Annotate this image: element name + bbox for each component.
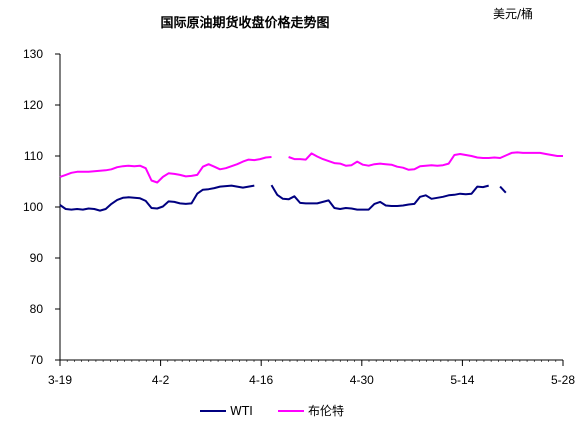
unit-label: 美元/桶 bbox=[493, 6, 533, 21]
series-line-brent bbox=[288, 151, 563, 171]
y-tick-label: 110 bbox=[24, 149, 43, 163]
x-tick-label: 4-30 bbox=[350, 373, 374, 387]
y-tick-label: 80 bbox=[30, 302, 44, 316]
legend-label-wti: WTI bbox=[230, 404, 253, 418]
x-tick-label: 4-2 bbox=[152, 373, 170, 387]
y-tick-label: 100 bbox=[23, 200, 43, 214]
x-tick-label: 3-19 bbox=[48, 373, 72, 387]
plot-series bbox=[59, 151, 563, 212]
y-axis: 70 80 90 100 110 120 130 bbox=[23, 47, 61, 367]
series-line-wti bbox=[270, 184, 489, 211]
series-line-brent bbox=[59, 156, 272, 184]
y-tick-label: 90 bbox=[30, 251, 44, 265]
x-tick-label: 4-16 bbox=[249, 373, 273, 387]
series-line-wti bbox=[499, 185, 507, 194]
y-tick-label: 130 bbox=[23, 47, 43, 61]
y-tick-label: 70 bbox=[30, 353, 44, 367]
x-axis: 3-19 4-2 4-16 4-30 5-14 5-28 bbox=[48, 359, 575, 387]
legend: WTI 布伦特 bbox=[200, 403, 344, 418]
x-tick-label: 5-28 bbox=[551, 373, 575, 387]
series-line-wti bbox=[59, 184, 255, 212]
x-tick-label: 5-14 bbox=[450, 373, 474, 387]
legend-label-brent: 布伦特 bbox=[308, 403, 344, 418]
chart-title: 国际原油期货收盘价格走势图 bbox=[160, 15, 329, 31]
y-tick-label: 120 bbox=[23, 98, 43, 112]
